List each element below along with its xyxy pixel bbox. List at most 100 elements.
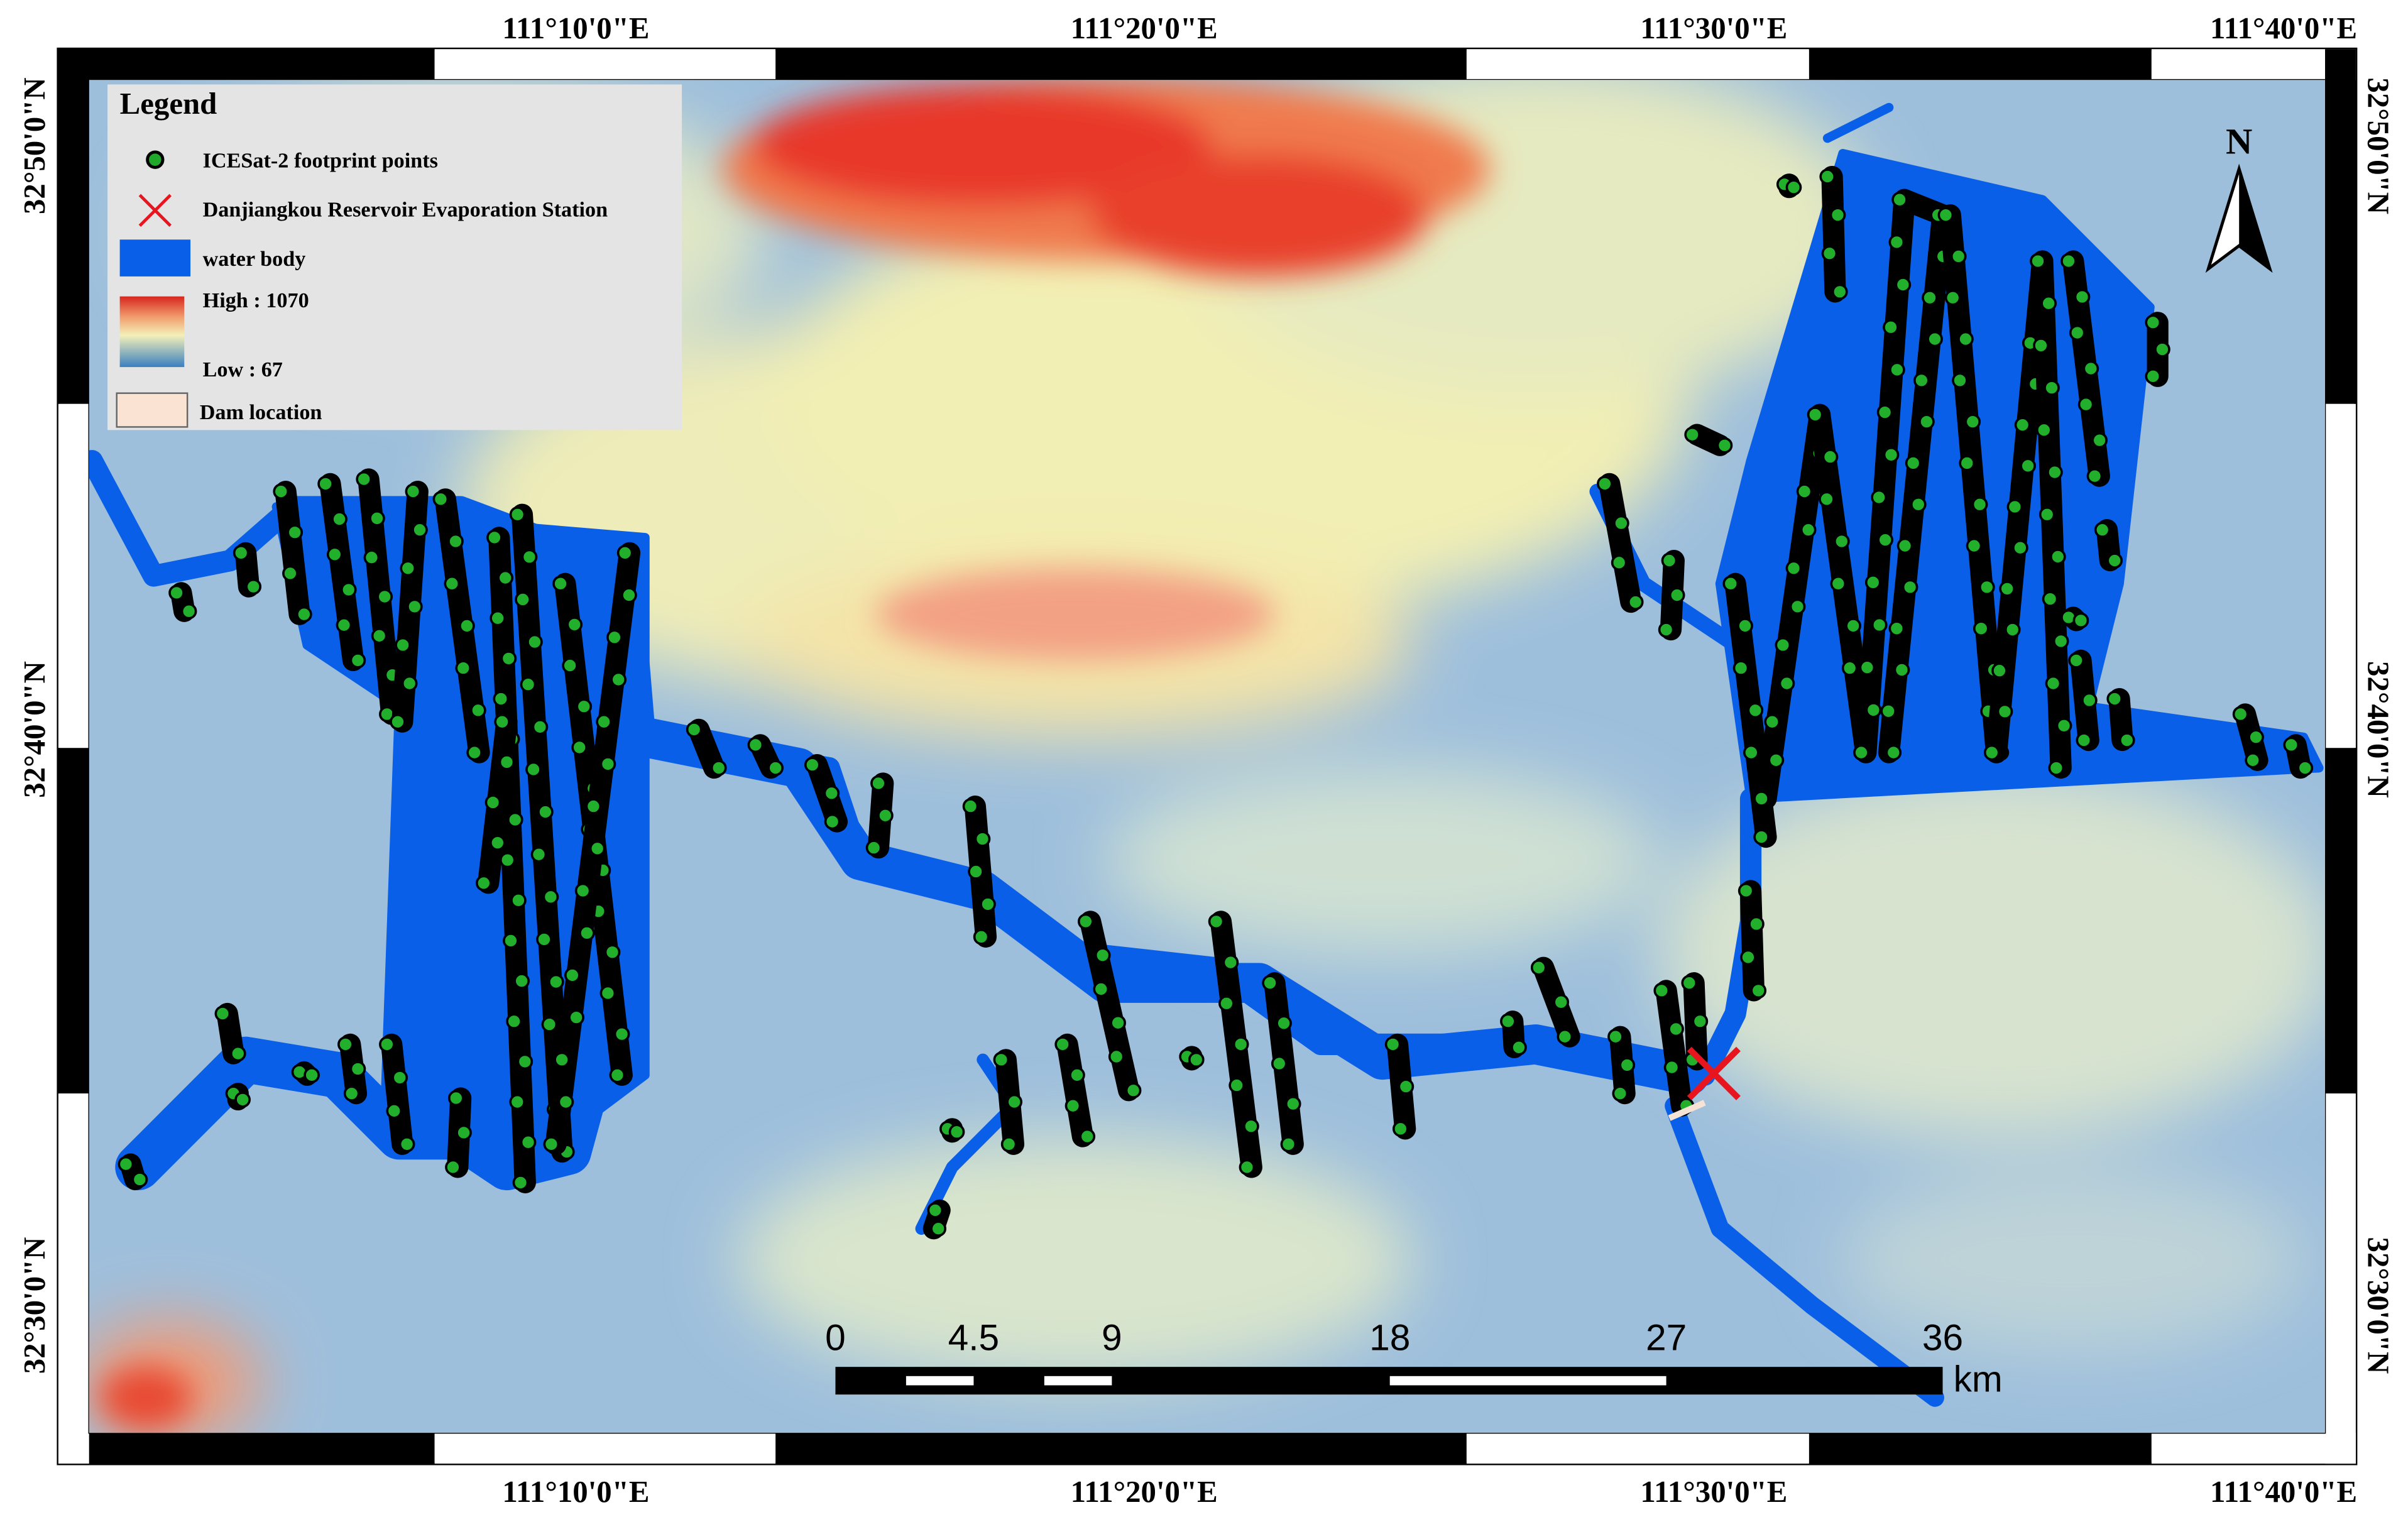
footprint-point — [520, 1134, 537, 1151]
footprint-point — [557, 1093, 574, 1110]
footprint-track — [1855, 189, 1915, 764]
footprint-point — [180, 603, 197, 620]
scale-bar-segment — [1044, 1376, 1112, 1386]
footprint-track — [275, 480, 310, 625]
footprint-point — [1950, 248, 1967, 265]
footprint-point — [326, 546, 343, 563]
footprint-point — [343, 1085, 360, 1102]
footprint-point — [407, 598, 423, 615]
scale-label: 4.5 — [948, 1317, 1000, 1358]
footprint-track — [687, 718, 725, 779]
footprint-point — [613, 1026, 630, 1043]
footprint-point — [1853, 744, 1869, 761]
footprint-point — [484, 794, 501, 811]
latitude-label: 32°40'0"N — [2361, 661, 2395, 798]
footprint-point — [1859, 659, 1876, 676]
footprint-point — [948, 1124, 965, 1141]
footprint-point — [2048, 760, 2065, 776]
scale-label: 36 — [1922, 1317, 1963, 1358]
footprint-point — [747, 736, 764, 753]
scale-unit: km — [1954, 1359, 2003, 1399]
footprint-point — [609, 1066, 626, 1083]
neatline-segment — [2325, 748, 2356, 1094]
footprint-point — [1959, 455, 1976, 471]
footprint-point — [1927, 331, 1943, 348]
footprint-point — [1108, 1048, 1125, 1065]
footprint-point — [500, 650, 517, 667]
footprint-point — [1841, 660, 1858, 676]
footprint-point — [2118, 732, 2135, 748]
footprint-point — [1807, 407, 1824, 423]
dem-peaks — [99, 80, 1490, 1428]
footprint-point — [376, 588, 393, 605]
scale-label: 18 — [1369, 1317, 1410, 1358]
footprint-point — [1747, 702, 1764, 719]
footprint-point — [1883, 319, 1899, 336]
footprint-point — [401, 675, 418, 692]
footprint-point — [296, 606, 312, 623]
footprint-point — [1800, 522, 1817, 539]
footprint-point — [304, 1066, 320, 1083]
footprint-point — [168, 584, 185, 601]
footprint-point — [405, 483, 422, 500]
footprint-point — [574, 882, 591, 899]
footprint-point — [1743, 744, 1759, 761]
neatline-segment — [2325, 49, 2356, 404]
footprint-point — [1964, 413, 1981, 430]
neatline-segment — [58, 748, 89, 1094]
longitude-label: 111°40'0"E — [2210, 11, 2357, 45]
footprint-point — [1740, 949, 1756, 966]
footprint-point — [1910, 496, 1927, 513]
footprint-point — [448, 1090, 464, 1107]
footprint-point — [1557, 1028, 1573, 1045]
scale-bar-body — [835, 1367, 1943, 1395]
footprint-point — [1392, 1120, 1409, 1137]
footprint-point — [2030, 253, 2046, 270]
footprint-point — [282, 565, 298, 582]
footprint-point — [610, 671, 627, 688]
footprint-point — [497, 569, 514, 586]
footprint-point — [2086, 468, 2103, 485]
footprint-point — [1865, 702, 1882, 718]
footprint-point — [1384, 1036, 1401, 1053]
footprint-point — [1819, 168, 1836, 185]
footprint-point — [2014, 417, 2031, 434]
neatline-segment — [1809, 49, 2152, 80]
footprint-point — [234, 1092, 251, 1108]
footprint-point — [1530, 959, 1547, 976]
footprint-point — [498, 754, 515, 770]
footprint-point — [470, 702, 486, 719]
footprint-point — [1069, 1066, 1085, 1083]
footprint-point — [1716, 437, 1733, 454]
footprint-point — [233, 545, 249, 561]
footprint-point — [2232, 706, 2249, 723]
footprint-point — [1888, 620, 1905, 637]
longitude-label: 111°10'0"E — [502, 11, 649, 45]
footprint-point — [1789, 598, 1806, 615]
neatline-segment — [2151, 1433, 2356, 1464]
footprint-point — [337, 1036, 354, 1053]
footprint-point — [521, 549, 538, 566]
footprint-point — [2004, 621, 2021, 638]
footprint-point — [1785, 560, 1802, 577]
legend-station-symbol — [138, 194, 172, 227]
footprint-point — [1753, 829, 1770, 845]
footprint-point — [1905, 455, 1922, 471]
footprint-point — [1125, 1082, 1142, 1099]
footprint-point — [1597, 476, 1613, 492]
footprint-point — [2069, 324, 2086, 341]
footprint-track — [1080, 911, 1140, 1102]
footprint-point — [1511, 1039, 1527, 1056]
legend: Legend ICESat-2 footprint points Danjian… — [107, 84, 682, 430]
footprint-point — [509, 1093, 526, 1110]
footprint-point — [475, 875, 492, 892]
footprint-point — [506, 1013, 522, 1030]
footprint-point — [349, 1061, 366, 1077]
footprint-point — [1653, 982, 1670, 999]
footprint-point — [447, 533, 464, 550]
footprint-point — [1957, 331, 1974, 348]
legend-station: Danjiangkou Reservoir Evaporation Statio… — [203, 199, 608, 222]
footprint-point — [2082, 360, 2099, 377]
footprint-point — [1229, 1077, 1245, 1093]
